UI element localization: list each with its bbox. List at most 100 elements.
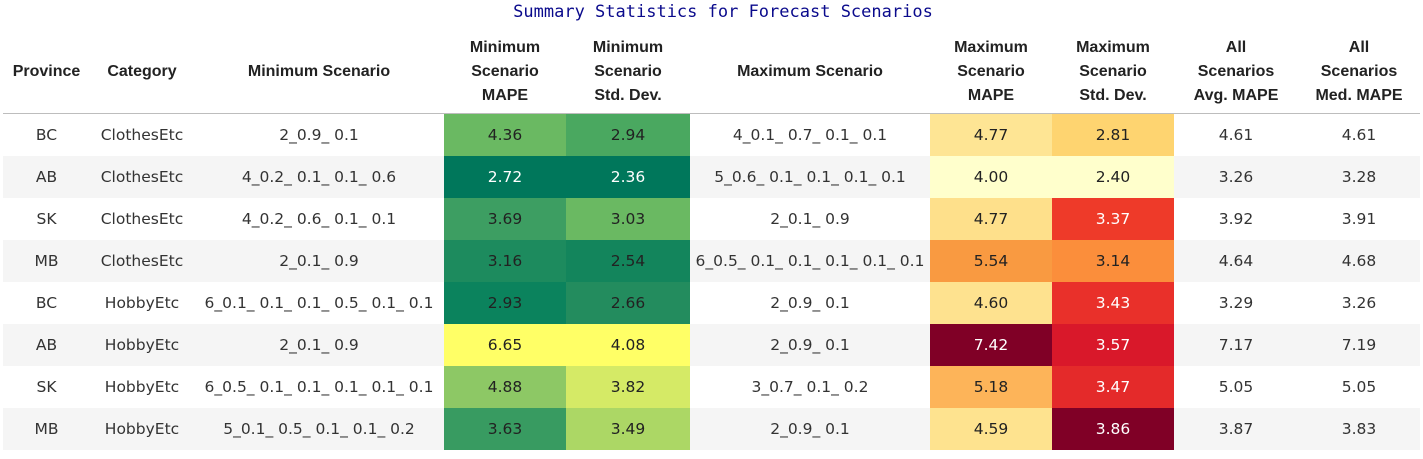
- cell-min-scenario-std-dev: 3.49: [566, 408, 690, 450]
- cell-max-scenario-mape: 4.00: [930, 156, 1052, 198]
- table-row: MB HobbyEtc 5_0.1_ 0.5_ 0.1_ 0.1_ 0.2 3.63 3…: [3, 408, 1420, 450]
- cell-min-scenario: 6_0.5_ 0.1_ 0.1_ 0.1_ 0.1_ 0.1: [194, 366, 444, 408]
- cell-min-scenario-mape: 4.88: [444, 366, 566, 408]
- cell-all-scenarios-avg-mape: 3.92: [1174, 198, 1298, 240]
- column-header-line: Med. MAPE: [1315, 86, 1403, 104]
- cell-max-scenario-std-dev: 3.57: [1052, 324, 1174, 366]
- cell-max-scenario-mape: 4.59: [930, 408, 1052, 450]
- column-header-max-scenario-mape: Maximum Scenario MAPE: [930, 30, 1052, 114]
- cell-category: ClothesEtc: [90, 156, 194, 198]
- column-header-line: Scenario: [1079, 62, 1147, 80]
- column-header-max-scenario-std-dev: Maximum Scenario Std. Dev.: [1052, 30, 1174, 114]
- header-row: Province Category Minimum Scenario Minimum S…: [3, 30, 1420, 114]
- cell-min-scenario: 2_0.1_ 0.9: [194, 240, 444, 282]
- cell-max-scenario: 5_0.6_ 0.1_ 0.1_ 0.1_ 0.1: [690, 156, 930, 198]
- column-header-line: Maximum: [1076, 38, 1150, 56]
- cell-min-scenario-std-dev: 2.36: [566, 156, 690, 198]
- column-header-line: MAPE: [481, 86, 529, 104]
- cell-max-scenario: 2_0.9_ 0.1: [690, 408, 930, 450]
- cell-max-scenario-std-dev: 3.43: [1052, 282, 1174, 324]
- column-header-line: Maximum: [954, 38, 1028, 56]
- cell-max-scenario-std-dev: 2.40: [1052, 156, 1174, 198]
- table-row: BC ClothesEtc 2_0.9_ 0.1 4.36 2.94 4_0.1_ 0.7…: [3, 113, 1420, 156]
- cell-min-scenario: 2_0.9_ 0.1: [194, 113, 444, 156]
- cell-province: BC: [3, 282, 90, 324]
- table-caption: Summary Statistics for Forecast Scenario…: [513, 2, 933, 22]
- column-header-line: Avg. MAPE: [1193, 86, 1279, 104]
- cell-max-scenario-mape: 4.77: [930, 113, 1052, 156]
- cell-category: ClothesEtc: [90, 240, 194, 282]
- column-header-all-scenarios-avg-mape: All Scenarios Avg. MAPE: [1174, 30, 1298, 114]
- column-header-category: Category: [90, 30, 194, 114]
- cell-province: SK: [3, 366, 90, 408]
- cell-max-scenario-mape: 4.77: [930, 198, 1052, 240]
- cell-category: HobbyEtc: [90, 366, 194, 408]
- cell-category: HobbyEtc: [90, 324, 194, 366]
- cell-all-scenarios-avg-mape: 7.17: [1174, 324, 1298, 366]
- cell-max-scenario-std-dev: 3.37: [1052, 198, 1174, 240]
- column-header-line: Category: [107, 62, 177, 80]
- column-header-line: Minimum Scenario: [247, 62, 391, 80]
- column-header-line: All: [1348, 38, 1370, 56]
- cell-province: MB: [3, 408, 90, 450]
- cell-min-scenario-std-dev: 2.54: [566, 240, 690, 282]
- column-header-min-scenario-mape: Minimum Scenario MAPE: [444, 30, 566, 114]
- cell-min-scenario-mape: 3.69: [444, 198, 566, 240]
- cell-category: ClothesEtc: [90, 198, 194, 240]
- cell-all-scenarios-avg-mape: 3.87: [1174, 408, 1298, 450]
- cell-min-scenario-mape: 4.36: [444, 113, 566, 156]
- cell-min-scenario-std-dev: 3.82: [566, 366, 690, 408]
- column-header-line: All: [1225, 38, 1247, 56]
- cell-min-scenario: 6_0.1_ 0.1_ 0.1_ 0.5_ 0.1_ 0.1: [194, 282, 444, 324]
- column-header-line: Std. Dev.: [1079, 86, 1147, 104]
- cell-max-scenario-std-dev: 3.47: [1052, 366, 1174, 408]
- column-header-line: Std. Dev.: [594, 86, 662, 104]
- cell-max-scenario: 2_0.9_ 0.1: [690, 324, 930, 366]
- cell-province: MB: [3, 240, 90, 282]
- cell-min-scenario-mape: 2.93: [444, 282, 566, 324]
- cell-all-scenarios-med-mape: 3.91: [1298, 198, 1420, 240]
- table-row: AB HobbyEtc 2_0.1_ 0.9 6.65 4.08 2_0.9_ 0.1 7.…: [3, 324, 1420, 366]
- cell-min-scenario: 4_0.2_ 0.1_ 0.1_ 0.6: [194, 156, 444, 198]
- cell-max-scenario-std-dev: 3.14: [1052, 240, 1174, 282]
- cell-max-scenario-mape: 7.42: [930, 324, 1052, 366]
- cell-max-scenario: 3_0.7_ 0.1_ 0.2: [690, 366, 930, 408]
- column-header-line: Scenario: [957, 62, 1025, 80]
- column-header-line: Scenario: [471, 62, 539, 80]
- cell-min-scenario-mape: 2.72: [444, 156, 566, 198]
- cell-all-scenarios-med-mape: 3.83: [1298, 408, 1420, 450]
- cell-max-scenario: 6_0.5_ 0.1_ 0.1_ 0.1_ 0.1_ 0.1: [690, 240, 930, 282]
- cell-min-scenario-std-dev: 3.03: [566, 198, 690, 240]
- cell-all-scenarios-med-mape: 4.61: [1298, 113, 1420, 156]
- cell-max-scenario-std-dev: 3.86: [1052, 408, 1174, 450]
- table-row: MB ClothesEtc 2_0.1_ 0.9 3.16 2.54 6_0.5_ 0.1…: [3, 240, 1420, 282]
- column-header-province: Province: [3, 30, 90, 114]
- column-header-line: Minimum: [592, 38, 664, 56]
- column-header-line: Maximum Scenario: [737, 62, 883, 80]
- cell-all-scenarios-avg-mape: 3.26: [1174, 156, 1298, 198]
- cell-min-scenario-std-dev: 4.08: [566, 324, 690, 366]
- column-header-min-scenario-std-dev: Minimum Scenario Std. Dev.: [566, 30, 690, 114]
- cell-max-scenario-mape: 5.18: [930, 366, 1052, 408]
- column-header-line: Scenario: [594, 62, 662, 80]
- cell-all-scenarios-med-mape: 3.28: [1298, 156, 1420, 198]
- cell-all-scenarios-avg-mape: 4.64: [1174, 240, 1298, 282]
- cell-category: ClothesEtc: [90, 113, 194, 156]
- column-header-line: Scenarios: [1197, 62, 1275, 80]
- table-row: BC HobbyEtc 6_0.1_ 0.1_ 0.1_ 0.5_ 0.1_ 0.1…: [3, 282, 1420, 324]
- cell-min-scenario: 5_0.1_ 0.5_ 0.1_ 0.1_ 0.2: [194, 408, 444, 450]
- cell-province: AB: [3, 156, 90, 198]
- cell-min-scenario: 2_0.1_ 0.9: [194, 324, 444, 366]
- column-header-line: Province: [12, 62, 81, 80]
- summary-table: Province Category Minimum Scenario Minimum S…: [3, 30, 1420, 450]
- cell-province: SK: [3, 198, 90, 240]
- column-header-all-scenarios-med-mape: All Scenarios Med. MAPE: [1298, 30, 1420, 114]
- cell-max-scenario-mape: 4.60: [930, 282, 1052, 324]
- table-row: AB ClothesEtc 4_0.2_ 0.1_ 0.1_ 0.6 2.72 2.36…: [3, 156, 1420, 198]
- cell-max-scenario: 2_0.9_ 0.1: [690, 282, 930, 324]
- column-header-max-scenario: Maximum Scenario: [690, 30, 930, 114]
- cell-min-scenario-mape: 3.16: [444, 240, 566, 282]
- column-header-line: Scenarios: [1320, 62, 1398, 80]
- cell-all-scenarios-avg-mape: 3.29: [1174, 282, 1298, 324]
- table-row: SK ClothesEtc 4_0.2_ 0.6_ 0.1_ 0.1 3.69 3.03…: [3, 198, 1420, 240]
